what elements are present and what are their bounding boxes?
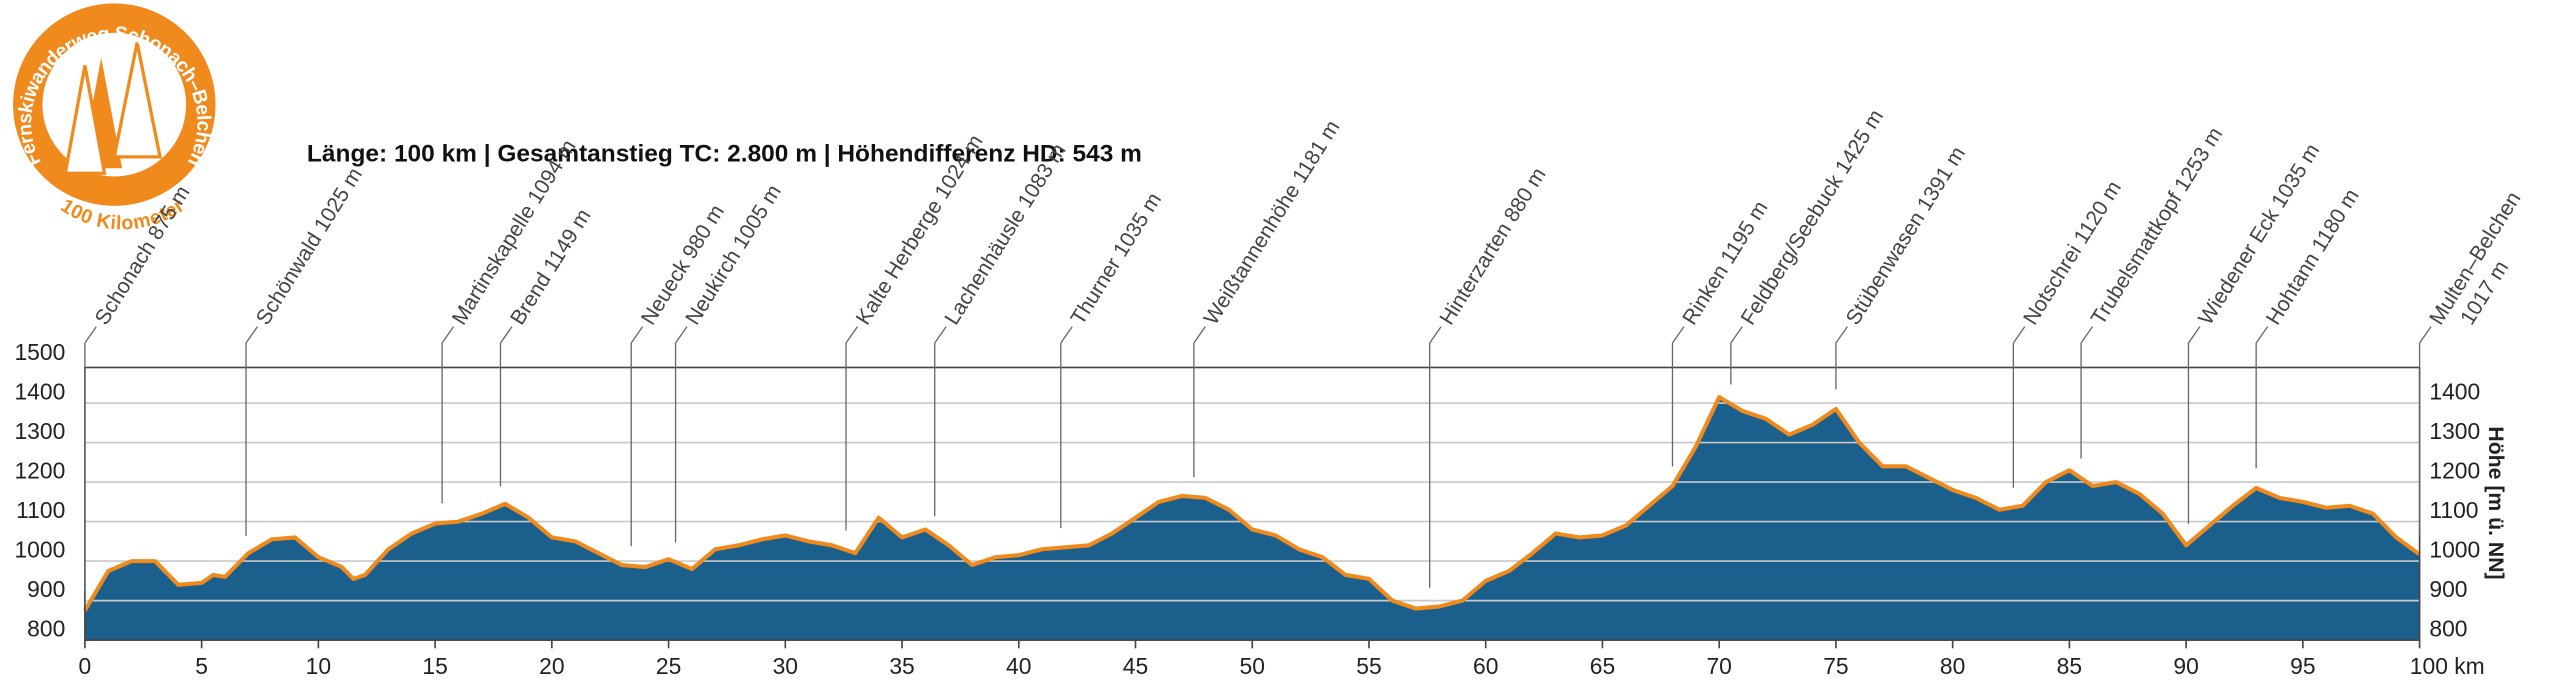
waypoint-leader bbox=[2187, 326, 2201, 344]
waypoint-leader bbox=[1193, 326, 1206, 344]
waypoint-leader bbox=[245, 326, 258, 344]
waypoint-leader bbox=[2255, 326, 2269, 344]
waypoint-leader bbox=[1730, 326, 1743, 344]
y2-tick-label: 1000 bbox=[2429, 536, 2480, 562]
x-tick-label: 75 bbox=[1823, 653, 1848, 679]
y-tick-label: 900 bbox=[27, 576, 65, 602]
waypoint-leader bbox=[2012, 326, 2026, 344]
x-tick-label: 85 bbox=[2057, 653, 2082, 679]
x-tick-label: 90 bbox=[2173, 653, 2198, 679]
waypoint-label: Thurner 1035 m bbox=[1067, 189, 1167, 329]
waypoint-label: Hinterzarten 880 m bbox=[1436, 164, 1551, 329]
x-tick-label: 5 bbox=[195, 653, 208, 679]
y-tick-label: 1300 bbox=[14, 418, 65, 444]
waypoint-label: Weißtannenhöhe 1181 m bbox=[1200, 116, 1345, 329]
waypoint-leader bbox=[1671, 326, 1685, 344]
x-tick-label: 10 bbox=[306, 653, 331, 679]
y2-tick-label: 1100 bbox=[2429, 497, 2478, 523]
x-tick-label: 70 bbox=[1706, 653, 1731, 679]
waypoint-leader bbox=[441, 326, 455, 344]
y-tick-label: 1200 bbox=[14, 457, 65, 483]
x-tick-label: 15 bbox=[422, 653, 447, 679]
waypoint-text: Hinterzarten 880 m bbox=[1436, 164, 1551, 329]
waypoint-text: Stübenwasen 1391 m bbox=[1842, 143, 1970, 329]
x-tick-label: 20 bbox=[539, 653, 564, 679]
waypoint-leader bbox=[499, 326, 513, 344]
y2-axis-title: Höhe [m ü. NN] bbox=[2484, 426, 2507, 579]
waypoint-label: Schönwald 1025 m bbox=[252, 164, 367, 329]
waypoint-leader bbox=[1060, 326, 1073, 344]
waypoint-leader bbox=[845, 326, 858, 344]
waypoint-text: Wiedener Eck 1035 m bbox=[2194, 140, 2324, 329]
y-tick-label: 1400 bbox=[14, 378, 65, 404]
x-tick-label: 30 bbox=[773, 653, 798, 679]
waypoint-leader bbox=[675, 326, 688, 344]
waypoint-text: Schönwald 1025 m bbox=[252, 164, 367, 329]
waypoint-leader bbox=[630, 326, 644, 344]
waypoint-leader bbox=[1429, 326, 1442, 344]
y-tick-label: 1100 bbox=[16, 497, 65, 523]
x-tick-label: 25 bbox=[656, 653, 681, 679]
y-tick-label: 1000 bbox=[14, 536, 65, 562]
x-tick-label: 95 bbox=[2290, 653, 2315, 679]
x-tick-label: 55 bbox=[1356, 653, 1381, 679]
x-tick-label: 50 bbox=[1240, 653, 1265, 679]
x-tick-label: 100 km bbox=[2410, 653, 2485, 679]
waypoint-leader bbox=[1835, 326, 1848, 344]
waypoint-leader bbox=[934, 326, 947, 344]
y2-tick-label: 1200 bbox=[2429, 457, 2480, 483]
y-tick-label: 1500 bbox=[14, 339, 65, 365]
x-tick-label: 80 bbox=[1940, 653, 1965, 679]
x-tick-label: 60 bbox=[1473, 653, 1498, 679]
y-tick-label: 800 bbox=[27, 615, 65, 641]
x-tick-label: 35 bbox=[889, 653, 914, 679]
x-tick-label: 40 bbox=[1006, 653, 1031, 679]
y2-tick-label: 800 bbox=[2429, 615, 2467, 641]
logo-tree bbox=[112, 42, 162, 159]
waypoint-label: Wiedener Eck 1035 m bbox=[2194, 140, 2324, 329]
profile-line bbox=[83, 395, 2421, 612]
waypoint-text: Thurner 1035 m bbox=[1067, 189, 1167, 329]
area bbox=[84, 397, 2420, 641]
waypoint-leader bbox=[2080, 326, 2094, 344]
waypoint-label: Stübenwasen 1391 m bbox=[1842, 143, 1970, 329]
chart-title: Länge: 100 km | Gesamtanstieg TC: 2.800 … bbox=[307, 141, 1142, 168]
logo-tree bbox=[63, 65, 107, 175]
logo: Fernskiwanderweg Schonach–Belchen 100 Ki… bbox=[13, 3, 216, 235]
y2-tick-label: 900 bbox=[2429, 576, 2467, 602]
x-tick-label: 45 bbox=[1123, 653, 1148, 679]
y2-tick-label: 1300 bbox=[2429, 418, 2480, 444]
waypoint-text: Weißtannenhöhe 1181 m bbox=[1200, 116, 1345, 329]
waypoint-leader bbox=[84, 326, 97, 344]
y2-tick-label: 1400 bbox=[2429, 378, 2480, 404]
x-tick-label: 65 bbox=[1590, 653, 1615, 679]
x-tick-label: 0 bbox=[79, 653, 92, 679]
waypoint-leader bbox=[2419, 326, 2432, 344]
